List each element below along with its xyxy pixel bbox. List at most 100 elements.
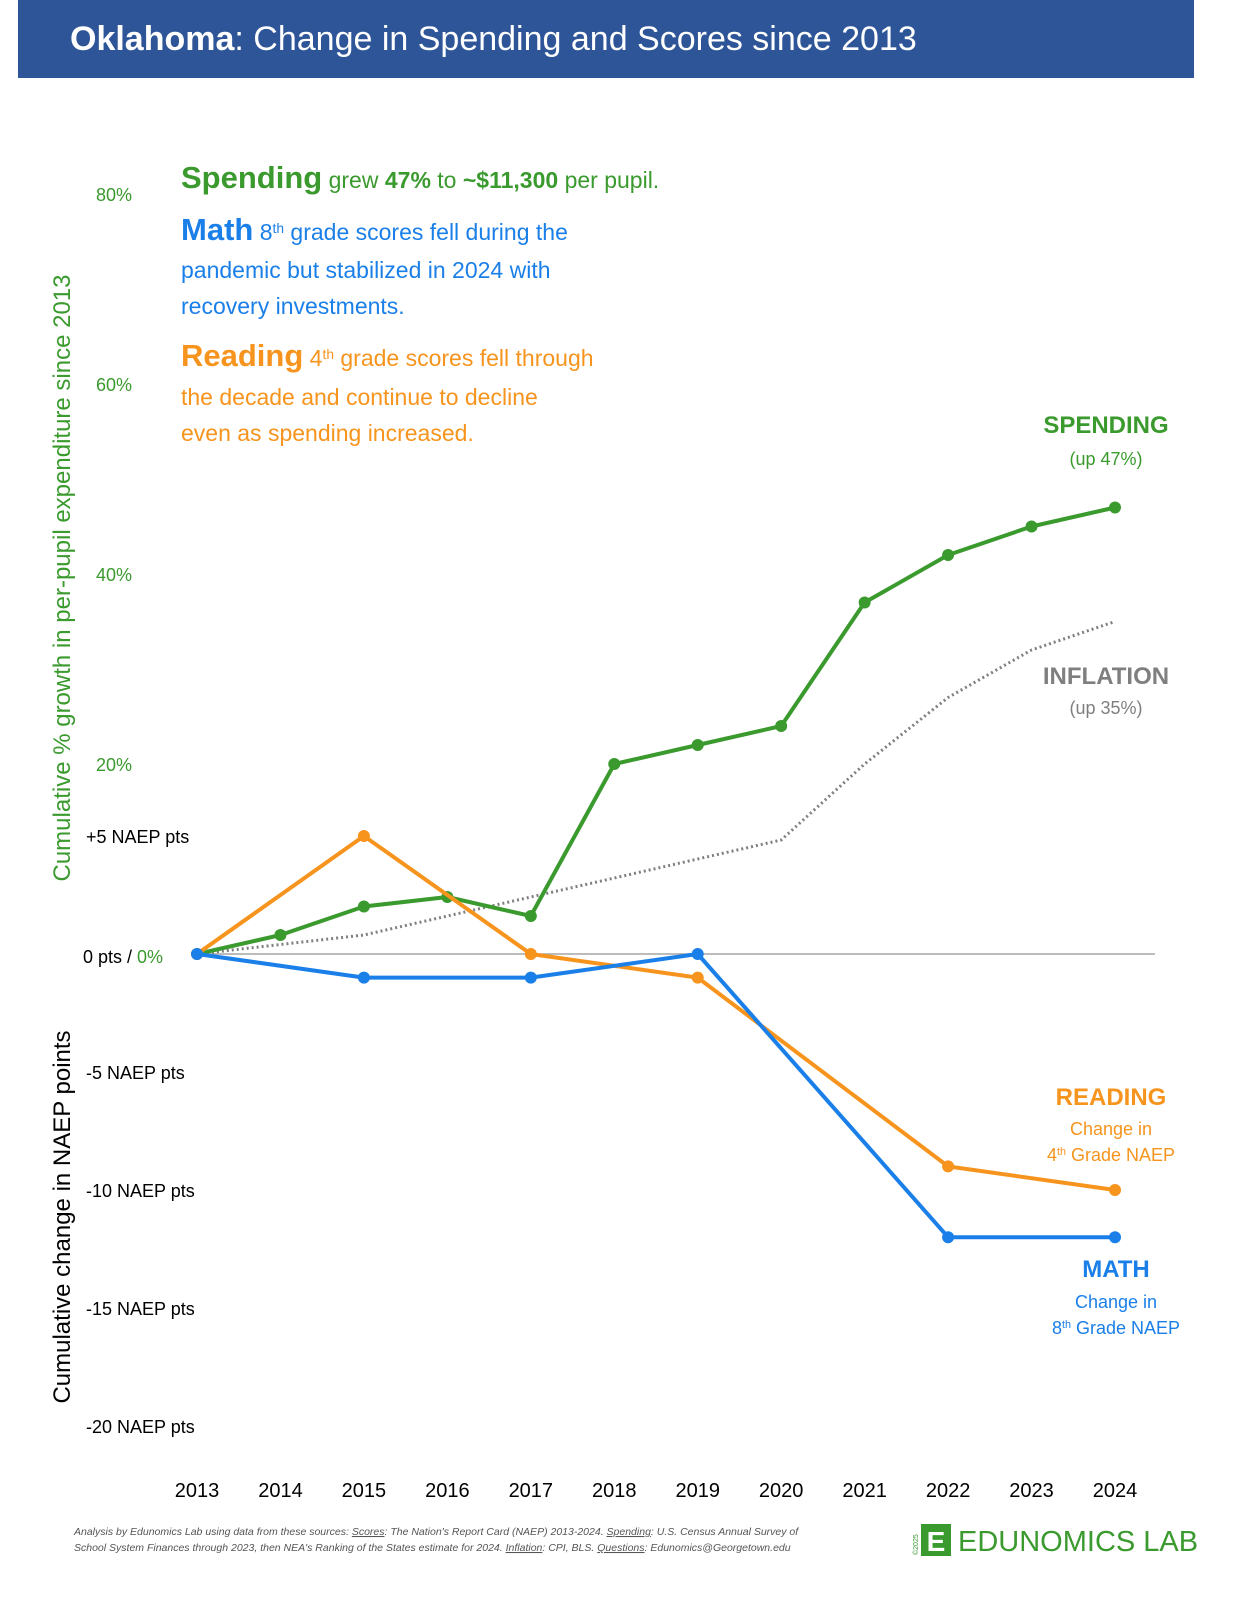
legend-note: (up 47%) — [1069, 449, 1142, 469]
text-run: th — [322, 347, 334, 362]
text-run: th — [273, 221, 285, 236]
point — [775, 720, 788, 732]
annotation: Reading 4th grade scores fell through — [181, 338, 594, 373]
point — [942, 1160, 955, 1173]
annotation: pandemic but stabilized in 2024 with — [181, 257, 551, 283]
text-run: 4 — [1047, 1145, 1057, 1165]
logo-text: EDUNOMICS LAB — [958, 1526, 1198, 1558]
annotation: Math 8th grade scores fell during the — [181, 212, 568, 247]
text-run: Grade NAEP — [1066, 1145, 1175, 1165]
legend-label: MATH — [1082, 1256, 1150, 1283]
y2-axis-title: Cumulative change in NAEP points — [49, 1030, 76, 1403]
point — [691, 948, 704, 960]
point — [1109, 1184, 1121, 1196]
x-tick-label: 2023 — [1009, 1480, 1054, 1502]
zero-tick-label: 0 pts / 0% — [83, 947, 163, 967]
legend-label: INFLATION — [1043, 663, 1169, 690]
text-run: even as spending increased. — [181, 420, 474, 446]
text-run: the decade and continue to decline — [181, 384, 538, 410]
point — [942, 1231, 955, 1244]
text-run: per pupil. — [558, 167, 659, 193]
title-bar — [18, 0, 1194, 78]
text-run: Spending — [181, 160, 322, 195]
title-bold: Oklahoma — [70, 20, 235, 58]
x-tick-label: 2014 — [258, 1480, 303, 1502]
y-tick-label: 20% — [96, 755, 132, 775]
text-run: School System Finances through 2023, the… — [74, 1542, 506, 1554]
point — [691, 739, 704, 751]
logo-mark: E — [927, 1526, 946, 1557]
x-tick-label: 2016 — [425, 1480, 470, 1502]
text-run: (up 35%) — [1069, 698, 1142, 718]
text-run: : The Nation's Report Card (NAEP) 2013-2… — [385, 1526, 607, 1538]
x-tick-label: 2020 — [759, 1480, 804, 1502]
point — [1109, 1231, 1121, 1244]
text-run: 4 — [303, 345, 322, 371]
point — [691, 971, 704, 984]
point — [357, 900, 370, 913]
annotation: even as spending increased. — [181, 420, 474, 446]
legend-note: (up 35%) — [1069, 698, 1142, 718]
text-run: : CPI, BLS. — [542, 1542, 597, 1554]
y2-tick-label: 0 pts — [83, 947, 122, 967]
y2-tick-label: -15 NAEP pts — [86, 1299, 195, 1319]
text-run: Questions — [597, 1542, 645, 1554]
point — [191, 948, 203, 960]
logo-box — [921, 1524, 951, 1556]
text-run: to — [431, 167, 463, 193]
text-run: : U.S. Census Annual Survey of — [651, 1526, 799, 1538]
y-tick-label: 40% — [96, 565, 132, 585]
text-run: Change in — [1075, 1292, 1157, 1312]
text-run: Scores — [352, 1526, 385, 1538]
title-rest: : Change in Spending and Scores since 20… — [234, 20, 916, 58]
source-note: Analysis by Edunomics Lab using data fro… — [73, 1526, 799, 1538]
y-tick-label: 80% — [96, 185, 132, 205]
text-run: : Edunomics@Georgetown.edu — [645, 1542, 791, 1554]
text-run: Spending — [607, 1526, 652, 1538]
text-run: th — [1062, 1319, 1071, 1331]
legend-note: 4th Grade NAEP — [1047, 1145, 1175, 1165]
text-run: 8 — [253, 219, 272, 245]
annotation: recovery investments. — [181, 293, 405, 319]
point — [274, 929, 287, 941]
annotation: the decade and continue to decline — [181, 384, 538, 410]
series-line — [195, 834, 1116, 1192]
point — [524, 971, 537, 984]
separator: / — [122, 947, 137, 967]
point — [1025, 520, 1038, 533]
text-run: grade scores fell during the — [284, 219, 568, 245]
legend-label: READING — [1056, 1084, 1167, 1111]
point — [942, 549, 955, 561]
x-tick-label: 2019 — [675, 1480, 720, 1502]
x-tick-label: 2022 — [926, 1480, 971, 1502]
y-tick-label: 60% — [96, 375, 132, 395]
text-run: Reading — [181, 338, 303, 373]
copyright: ©2025 — [912, 1534, 920, 1555]
chart-title: Oklahoma: Change in Spending and Scores … — [70, 20, 917, 58]
text-run: Math — [181, 212, 253, 247]
legend-note: 8th Grade NAEP — [1052, 1318, 1180, 1338]
x-tick-label: 2024 — [1093, 1480, 1138, 1502]
text-run: Grade NAEP — [1071, 1318, 1180, 1338]
series-line — [196, 620, 1116, 956]
text-run: (up 47%) — [1069, 449, 1142, 469]
point — [524, 948, 537, 960]
x-tick-label: 2021 — [842, 1480, 887, 1502]
text-run: 8 — [1052, 1318, 1062, 1338]
text-run: grew — [322, 167, 385, 193]
point — [357, 830, 370, 842]
text-run: recovery investments. — [181, 293, 405, 319]
point — [858, 596, 871, 609]
x-tick-label: 2018 — [592, 1480, 637, 1502]
legend-label: SPENDING — [1043, 412, 1168, 439]
text-run: th — [1057, 1146, 1066, 1158]
y2-tick-label: -20 NAEP pts — [86, 1417, 195, 1437]
point — [608, 758, 621, 770]
x-tick-label: 2013 — [175, 1480, 220, 1502]
annotation: Spending grew 47% to ~$11,300 per pupil. — [181, 160, 659, 195]
series-line — [196, 505, 1116, 956]
series-line — [196, 952, 1115, 1240]
y-tick-label: 0% — [137, 947, 163, 967]
point — [524, 910, 537, 922]
